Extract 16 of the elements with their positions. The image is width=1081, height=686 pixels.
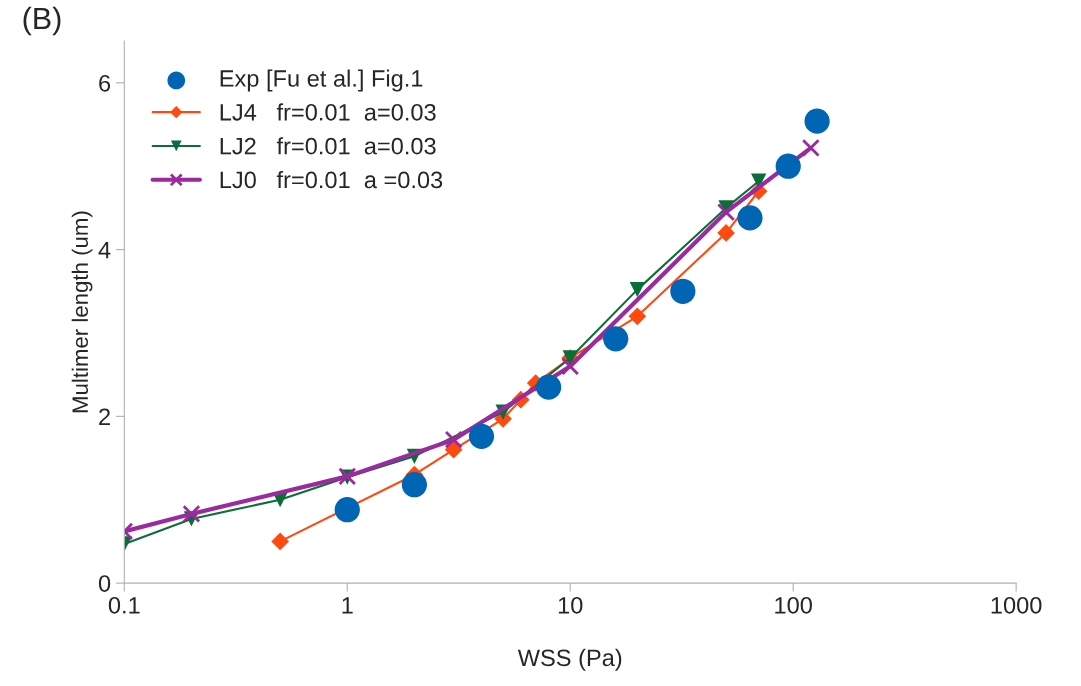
legend-label: LJ4 fr=0.01 a=0.03 (220, 103, 436, 121)
y-tick-label: 6 (99, 74, 111, 92)
legend-label: Exp [Fu et al.] Fig.1 (220, 69, 423, 92)
x-tick-label: 100 (775, 596, 812, 614)
legend-label: LJ0 fr=0.01 a =0.03 (220, 170, 443, 189)
y-tick-label: 0 (98, 575, 111, 592)
text: (B) (23, 6, 61, 36)
y-tick-label: 4 (98, 241, 111, 259)
x-tick-label: 10 (558, 596, 583, 614)
x-axis-title: WSS (Pa) (517, 648, 622, 671)
x-tick-label: 1 (342, 597, 353, 614)
y-tick-label: 2 (99, 408, 110, 425)
y-axis-title: Multimer length (um) (71, 211, 93, 413)
x-tick-label: 1000 (991, 596, 1042, 614)
legend-label: LJ2 fr=0.01 a=0.03 (220, 137, 436, 155)
x-tick-label: 0.1 (108, 596, 140, 614)
